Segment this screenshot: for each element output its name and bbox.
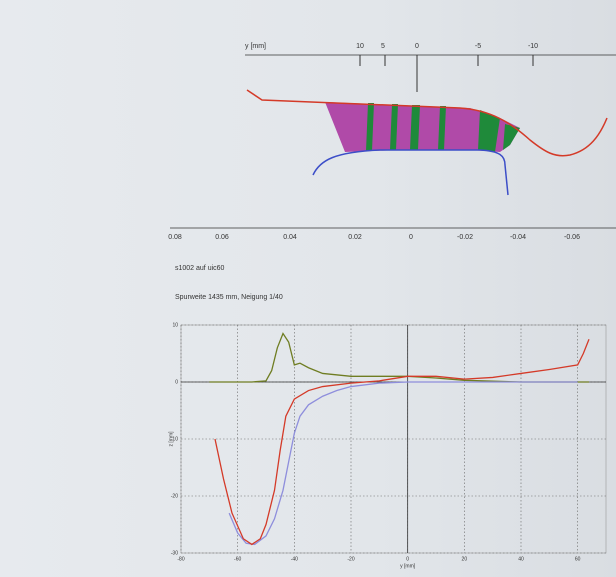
scale-tick: 0	[409, 234, 413, 241]
series-line	[214, 339, 590, 546]
x-axis-label: y [mm]	[400, 563, 416, 569]
profile-axis-label: y [mm]	[245, 43, 266, 50]
scale-tick: -0.04	[510, 234, 526, 241]
wheel-profile	[246, 89, 608, 157]
scale-tick: 0.04	[283, 234, 297, 241]
profile-tick: 0	[415, 43, 419, 50]
x-tick-label: 40	[518, 556, 524, 562]
profile-tick: -10	[528, 43, 538, 50]
series-line	[228, 381, 578, 546]
x-tick-label: -20	[347, 556, 354, 562]
rail-profile	[312, 149, 509, 196]
profile-tick: -5	[475, 43, 481, 50]
scale-tick: -0.02	[457, 234, 473, 241]
y-tick-label: -20	[171, 493, 178, 499]
x-tick-label: -80	[177, 556, 184, 562]
subcaption: Spurweite 1435 mm, Neigung 1/40	[175, 294, 283, 301]
series-line	[209, 332, 589, 383]
x-tick-label: 0	[406, 556, 409, 562]
chart: 10 0 -10 -20 -30-80 -60 -40 -20 0 20 40 60 y [mm] z […	[168, 322, 607, 569]
y-tick-label: -10	[171, 436, 178, 442]
caption: s1002 auf uic60	[175, 265, 225, 272]
scale-tick: 0.02	[348, 234, 362, 241]
contact-band	[325, 102, 520, 152]
scale-tick: -0.06	[564, 234, 580, 241]
x-tick-label: -40	[291, 556, 298, 562]
y-tick-label: 0	[175, 379, 178, 385]
scale-tick: 0.06	[215, 234, 229, 241]
profile-tick: 10	[356, 43, 364, 50]
contact-stripes	[366, 103, 520, 152]
scale-tick: 0.08	[168, 234, 182, 241]
profile-tick: 5	[381, 43, 385, 50]
y-tick-label: -30	[171, 550, 178, 556]
y-axis-label: z [mm]	[168, 431, 174, 447]
x-tick-label: -60	[234, 556, 241, 562]
x-tick-label: 20	[462, 556, 468, 562]
x-tick-label: 60	[575, 556, 581, 562]
y-tick-label: 10	[172, 322, 178, 328]
